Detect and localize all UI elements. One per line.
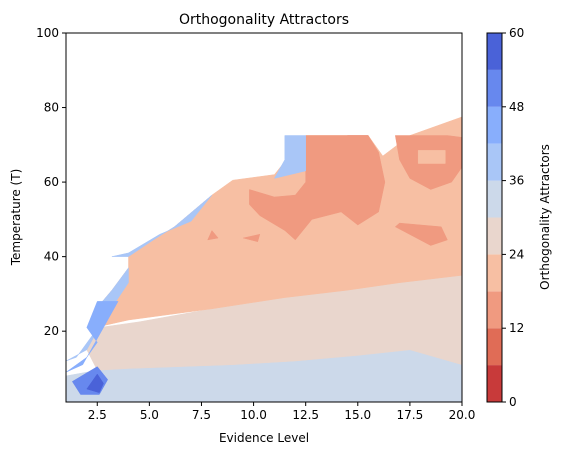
contour-region-13 [66, 267, 129, 362]
colorbar-segment [487, 365, 502, 402]
x-tick-label: 7.5 [192, 408, 211, 422]
x-tick-label: 20.0 [449, 408, 476, 422]
contour-region-8 [207, 230, 219, 241]
y-axis: 20 40 60 80 100 [36, 26, 66, 338]
colorbar-tick-label: 24 [509, 247, 524, 261]
x-tick-label: 5.0 [140, 408, 159, 422]
colorbar-segment [487, 180, 502, 218]
colorbar-segment [487, 33, 502, 70]
colorbar [487, 33, 502, 402]
colorbar-tick-label: 60 [509, 26, 524, 40]
contour-region-10 [417, 150, 446, 164]
y-tick-label: 80 [44, 101, 59, 115]
x-tick-label: 10.0 [240, 408, 267, 422]
colorbar-segment [487, 217, 502, 255]
contour-region-11 [273, 135, 306, 179]
colorbar-segment [487, 106, 502, 144]
colorbar-tick-label: 36 [509, 174, 524, 188]
y-tick-label: 100 [36, 26, 59, 40]
colorbar-segment [487, 328, 502, 366]
contour-region-7 [394, 222, 448, 246]
colorbar-segment [487, 254, 502, 292]
colorbar-tick-label: 0 [509, 395, 517, 409]
colorbar-segment [487, 143, 502, 181]
x-axis-label: Evidence Level [219, 431, 309, 445]
y-tick-label: 40 [44, 250, 59, 264]
contour-region-12 [111, 194, 213, 257]
plot-frame [65, 32, 463, 403]
colorbar-tick-label: 12 [509, 321, 524, 335]
contour-regions [66, 116, 462, 402]
colorbar-tick-label: 48 [509, 100, 524, 114]
x-tick-label: 17.5 [397, 408, 424, 422]
x-tick-label: 12.5 [292, 408, 319, 422]
colorbar-segment [487, 291, 502, 329]
y-tick-label: 60 [44, 175, 59, 189]
colorbar-ticks: 0 12 24 36 48 60 [502, 26, 524, 409]
contour-region-5 [249, 135, 386, 241]
x-tick-label: 15.0 [344, 408, 371, 422]
contour-region-14 [66, 301, 119, 373]
colorbar-segment [487, 69, 502, 107]
x-axis: 2.5 5.0 7.5 10.0 12.5 15.0 17.5 20.0 [88, 402, 476, 422]
colorbar-label: Orthogonality Attractors [538, 144, 552, 290]
colorbar-frame [486, 32, 503, 403]
y-tick-label: 20 [44, 324, 59, 338]
contour-region-16 [86, 373, 104, 394]
contour-region-9 [243, 233, 261, 243]
y-axis-label: Temperature (T) [9, 169, 23, 267]
x-tick-label: 2.5 [88, 408, 107, 422]
chart-title: Orthogonality Attractors [179, 12, 349, 28]
